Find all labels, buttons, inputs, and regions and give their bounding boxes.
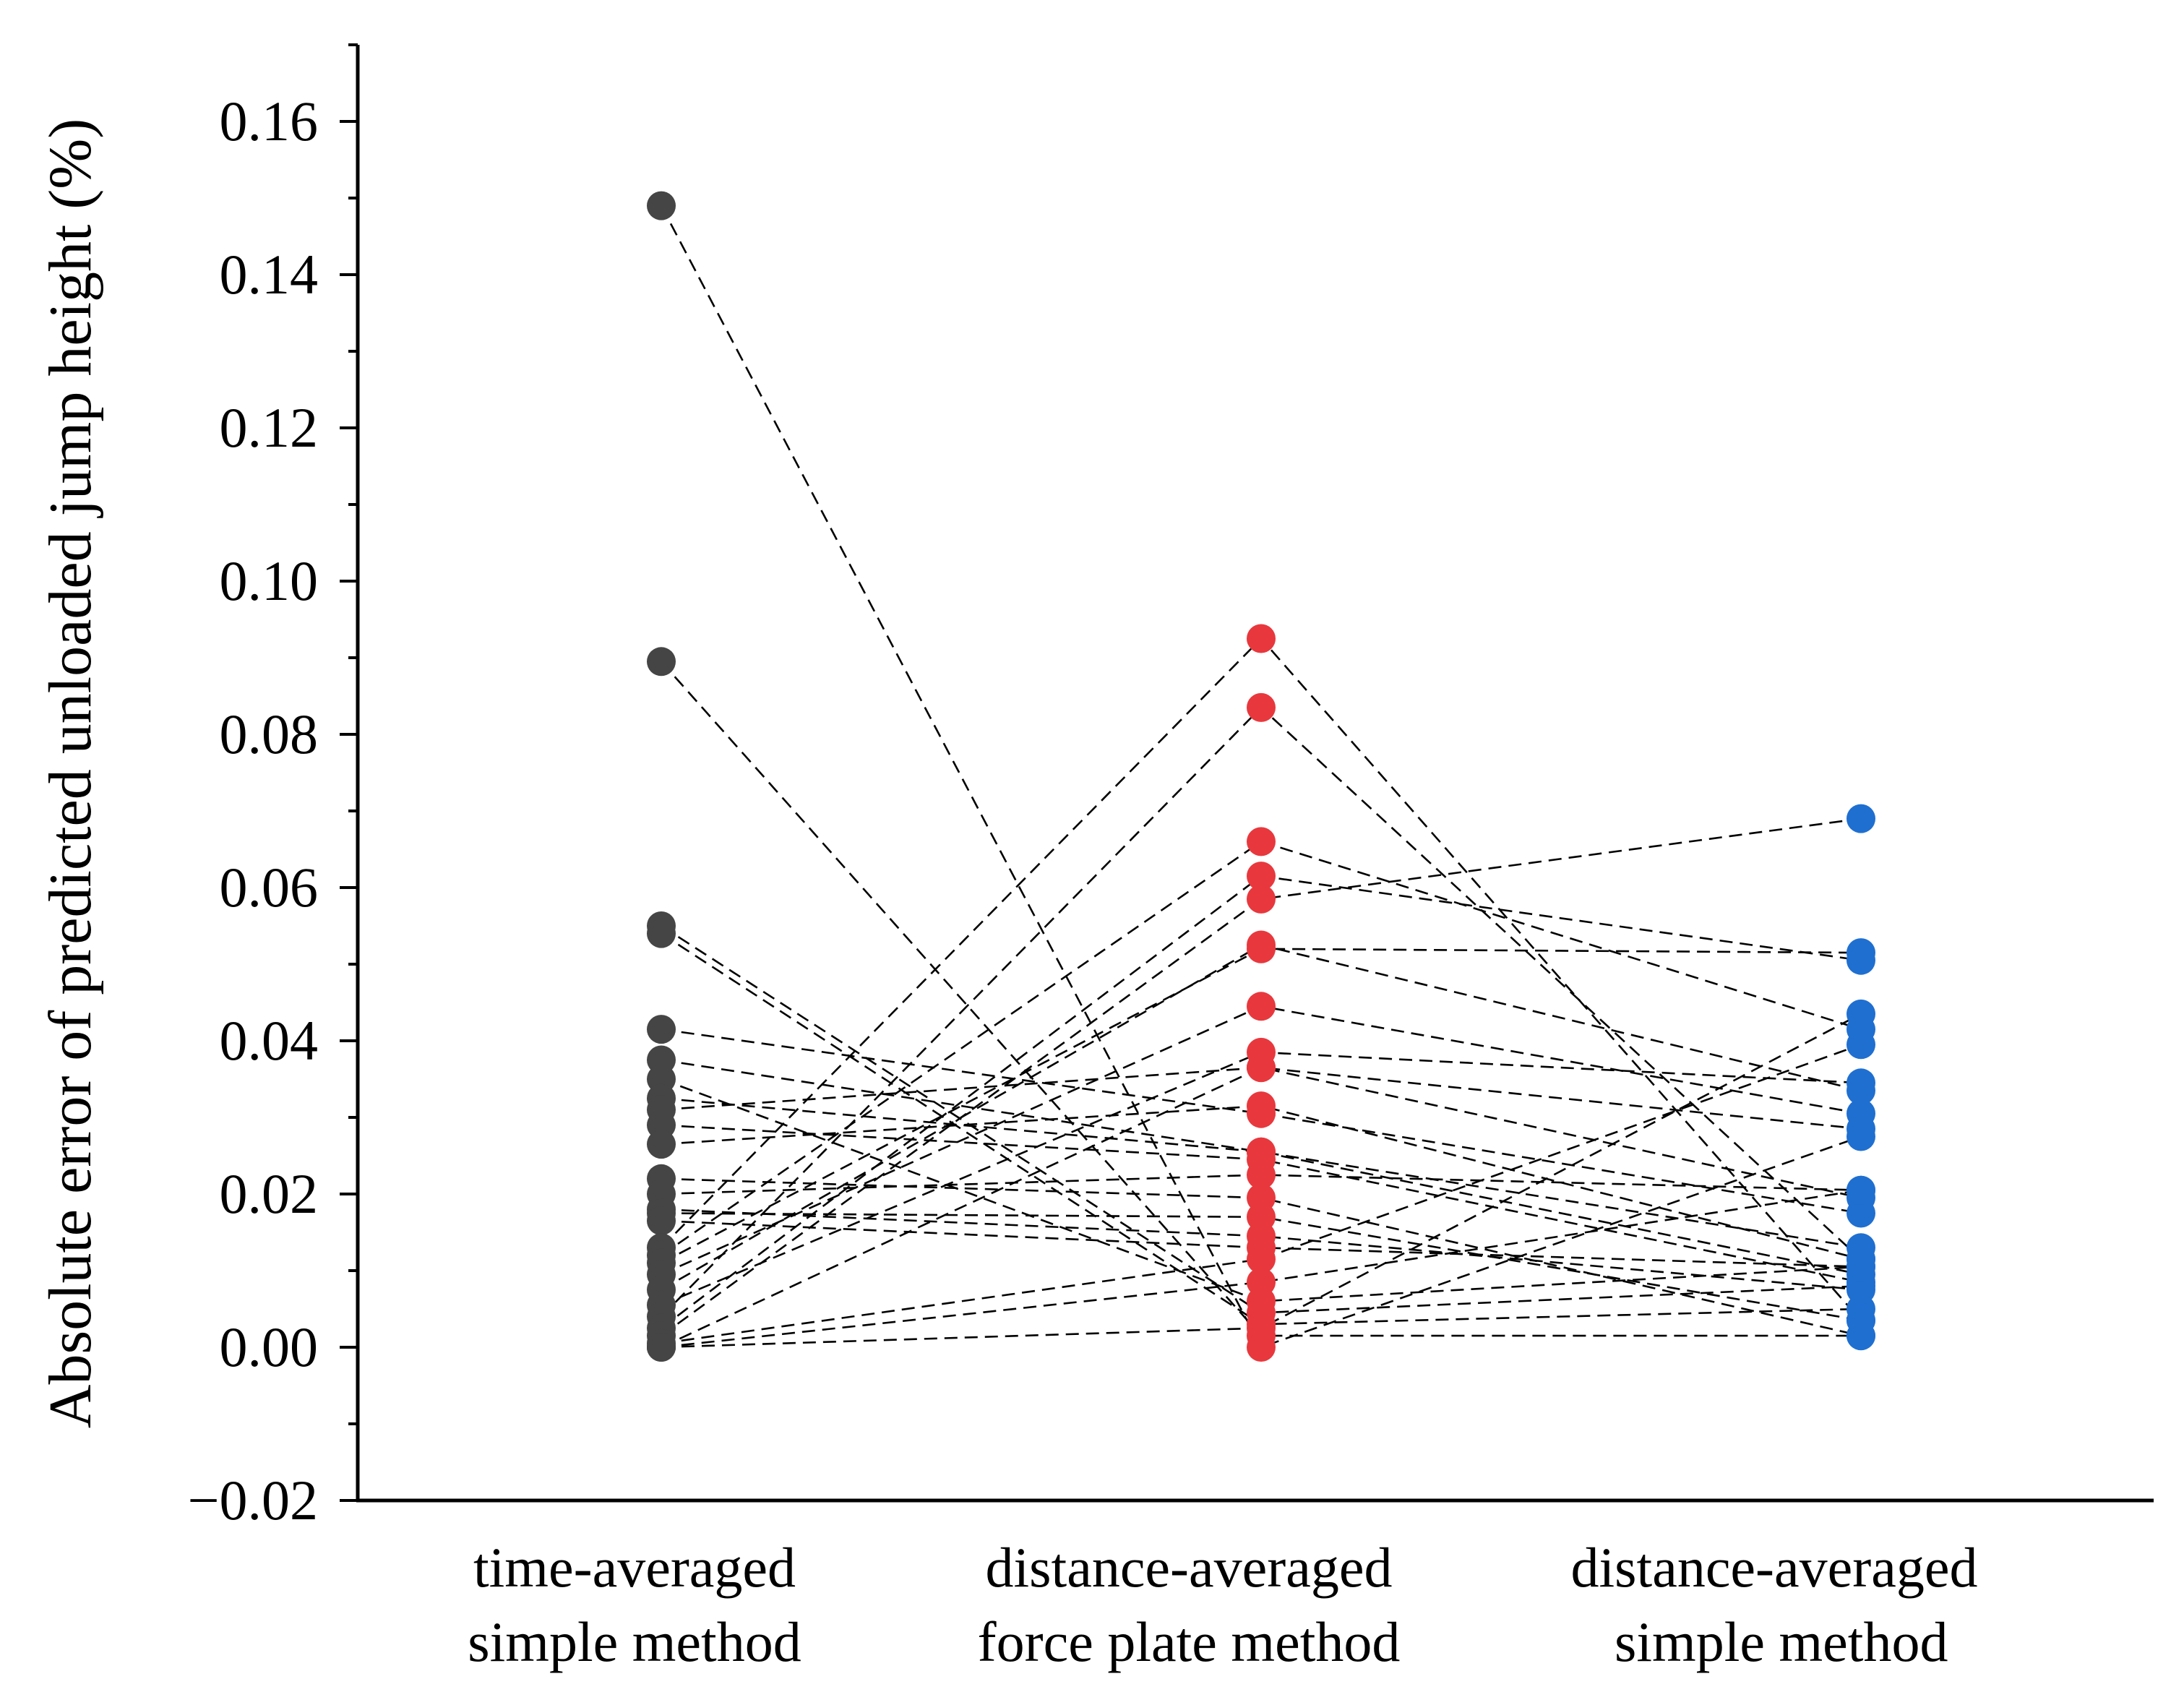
data-point	[1247, 862, 1276, 891]
y-tick-label: −0.02	[188, 1469, 319, 1532]
y-tick-label: 0.10	[220, 549, 319, 612]
category-label-line2: simple method	[468, 1610, 801, 1673]
y-tick-label: 0.08	[220, 703, 319, 765]
category-label-line1: distance-averaged	[986, 1536, 1393, 1599]
data-point	[1846, 1245, 1875, 1274]
data-point	[1846, 804, 1875, 833]
data-point	[1846, 1175, 1875, 1205]
y-tick-label: 0.12	[220, 396, 319, 459]
category-label-line2: simple method	[1601, 1610, 1948, 1673]
data-point	[1846, 1030, 1875, 1060]
y-tick-label: 0.06	[220, 856, 319, 919]
data-point	[647, 647, 676, 677]
subject-connector-line	[660, 205, 1862, 1349]
subject-connector-line	[661, 1208, 1862, 1291]
data-point	[1846, 1068, 1875, 1098]
data-point	[1846, 1275, 1875, 1305]
y-axis-title: Absolute error of predicted unloaded jum…	[37, 119, 104, 1428]
y-tick-label: 0.00	[220, 1315, 319, 1378]
data-point	[1247, 1267, 1276, 1297]
data-point	[1846, 1114, 1875, 1143]
y-tick-label: 0.14	[220, 243, 319, 306]
data-point	[1846, 945, 1875, 975]
points-layer	[647, 191, 1875, 1362]
category-label-line1: distance-averaged	[1571, 1536, 1978, 1599]
data-point	[647, 1206, 676, 1236]
y-tick-label: 0.04	[220, 1009, 319, 1072]
data-point	[1846, 999, 1875, 1028]
data-point	[647, 1015, 676, 1044]
y-tick-label: 0.16	[220, 90, 319, 153]
y-tick-label: 0.02	[220, 1162, 319, 1225]
y-ticks-layer: −0.02 0.00 0.02 0.04 0.06 0.08 0.10 0.12 0.14 0.1…	[188, 43, 358, 1532]
data-point	[647, 1333, 676, 1362]
data-point	[1247, 930, 1276, 960]
data-point	[1247, 992, 1276, 1021]
data-point	[1247, 1202, 1276, 1232]
category-label-line1: time-averaged	[473, 1536, 796, 1599]
data-point	[1247, 1245, 1276, 1274]
data-point	[647, 1130, 676, 1159]
data-point	[1247, 624, 1276, 653]
subject-connector-line	[661, 1059, 1862, 1276]
data-point	[1247, 692, 1276, 722]
data-point	[647, 191, 676, 220]
data-point	[1247, 827, 1276, 856]
data-point	[647, 919, 676, 948]
data-point	[1247, 1091, 1276, 1121]
data-point	[1846, 1305, 1875, 1335]
subject-connector-line	[661, 1219, 1862, 1268]
data-point	[1247, 1053, 1276, 1083]
subject-connector-line	[661, 1066, 1862, 1349]
subject-connector-line	[661, 1174, 1862, 1195]
axes-layer	[356, 45, 2154, 1503]
category-label-line2: force plate method	[978, 1610, 1401, 1673]
subject-connector-line	[661, 817, 1862, 1337]
data-point	[1247, 884, 1276, 914]
subject-connector-line	[661, 1104, 1862, 1261]
category-labels: time-averaged simple method distance-ave…	[468, 1536, 1977, 1673]
data-point	[1247, 1160, 1276, 1190]
data-point	[1247, 1313, 1276, 1343]
